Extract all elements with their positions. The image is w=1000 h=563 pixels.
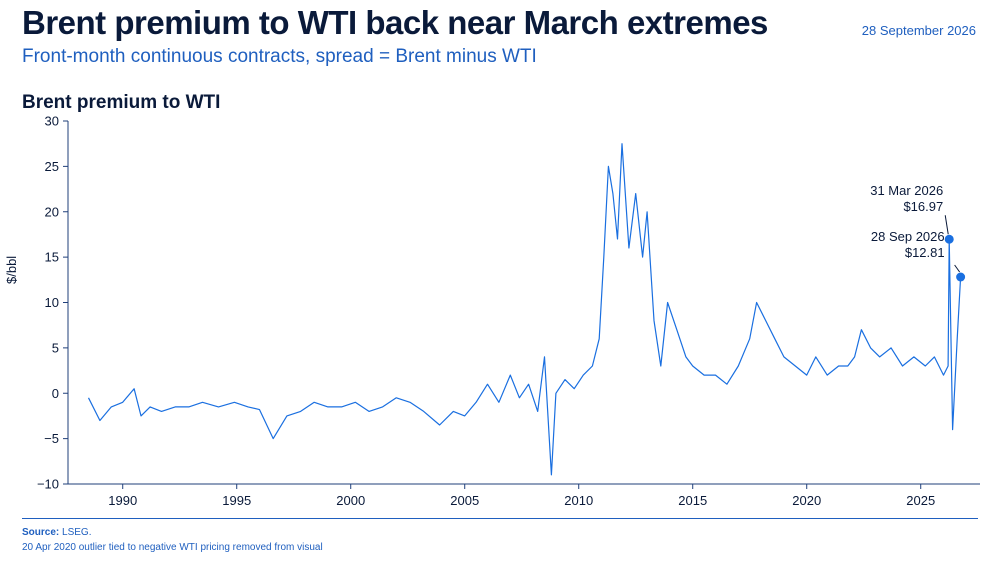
x-tick-label: 1995 [222, 493, 251, 508]
annotation-date: 31 Mar 2026 [870, 183, 943, 198]
footnote: 20 Apr 2020 outlier tied to negative WTI… [22, 542, 323, 553]
annotation-value: $12.81 [905, 245, 945, 260]
annotation-marker [944, 234, 954, 244]
x-tick-label: 2010 [564, 493, 593, 508]
publish-date: 28 September 2026 [861, 23, 976, 38]
x-tick-label: 2020 [792, 493, 821, 508]
headline: Brent premium to WTI back near March ext… [22, 4, 768, 41]
y-tick-label: −5 [44, 431, 59, 446]
y-tick-label: 0 [52, 386, 59, 401]
source-label: Source: [22, 527, 60, 538]
footer-rule [22, 518, 978, 519]
y-tick-label: 25 [45, 159, 59, 174]
x-tick-label: 1990 [108, 493, 137, 508]
y-tick-label: 15 [45, 250, 59, 265]
x-tick-label: 2025 [906, 493, 935, 508]
y-ticks: 30 25 20 15 10 5 0 −5 −10 [37, 114, 68, 492]
source-text: LSEG. [62, 527, 92, 538]
x-tick-label: 2000 [336, 493, 365, 508]
y-axis: 30 25 20 15 10 5 0 −5 −10 [37, 114, 69, 492]
chart-title: Brent premium to WTI [22, 92, 221, 113]
y-tick-label: −10 [37, 477, 59, 492]
x-tick-label: 2005 [450, 493, 479, 508]
y-tick-label: 30 [45, 114, 59, 129]
annotation-value: $16.97 [903, 199, 943, 214]
subtitle: Front-month continuous contracts, spread… [22, 46, 537, 67]
annotation-marker [956, 272, 966, 282]
y-tick-label: 10 [45, 295, 59, 310]
y-tick-label: 20 [45, 204, 59, 219]
x-tick-label: 2015 [678, 493, 707, 508]
annotation-leader [944, 215, 949, 235]
x-ticks: 1990 1995 2000 2005 2010 2015 2020 2025 [108, 484, 935, 508]
annotation-date: 28 Sep 2026 [871, 229, 945, 244]
annotation-leader [954, 264, 961, 273]
source-line: Source: LSEG. [22, 527, 91, 538]
x-axis: 1990 1995 2000 2005 2010 2015 2020 2025 [68, 483, 980, 508]
annotations: 31 Mar 2026$16.97 28 Sep 2026$12.81 [870, 183, 966, 282]
y-tick-label: 5 [52, 340, 59, 355]
series-line [87, 143, 962, 476]
